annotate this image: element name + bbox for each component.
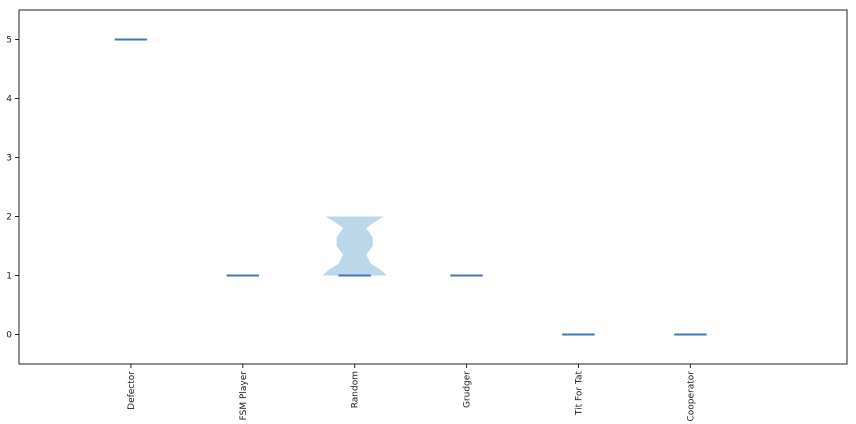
y-tick-label: 1 xyxy=(6,272,12,282)
x-tick-label: Tit For Tat xyxy=(574,371,584,417)
y-tick-label: 2 xyxy=(6,213,12,223)
x-tick-label: Grudger xyxy=(463,371,473,408)
violin-bodies xyxy=(322,216,387,276)
plot-frame xyxy=(18,9,848,365)
x-tick-label: Cooperator xyxy=(686,371,696,422)
y-tick-label: 5 xyxy=(6,36,12,46)
y-axis: 0 1 2 3 4 5 xyxy=(6,36,19,341)
x-tick-label: FSM Player xyxy=(239,371,249,421)
x-tick-label: Random xyxy=(351,371,361,408)
x-axis: Defector FSM Player Random Grudger Tit For T… xyxy=(127,364,696,422)
y-tick-label: 4 xyxy=(6,95,12,105)
violin-body-random xyxy=(322,216,387,276)
y-tick-label: 3 xyxy=(6,154,12,164)
x-tick-label: Defector xyxy=(127,371,137,410)
median-lines xyxy=(114,38,707,336)
y-tick-label: 0 xyxy=(6,331,12,341)
